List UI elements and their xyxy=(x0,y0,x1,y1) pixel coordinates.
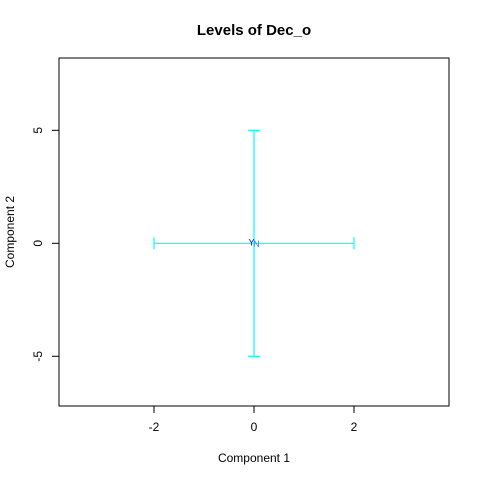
y-tick-label: 0 xyxy=(31,240,45,247)
error-bars xyxy=(153,129,355,357)
x-tick-label: 2 xyxy=(351,420,358,434)
x-tick-label: -2 xyxy=(149,420,160,434)
point-label-y: Y xyxy=(248,238,254,248)
x-axis-label: Component 1 xyxy=(218,451,290,465)
y-axis-label: Component 2 xyxy=(3,196,17,268)
point-labels: YN xyxy=(248,238,259,249)
y-tick-label: 5 xyxy=(31,127,45,134)
y-tick-label: -5 xyxy=(31,351,45,362)
x-axis: -2 0 2 xyxy=(149,406,358,434)
y-axis: -5 0 5 xyxy=(31,127,59,362)
x-tick-label: 0 xyxy=(251,420,258,434)
chart-title: Levels of Dec_o xyxy=(197,22,311,39)
point-label-n: N xyxy=(253,239,260,249)
